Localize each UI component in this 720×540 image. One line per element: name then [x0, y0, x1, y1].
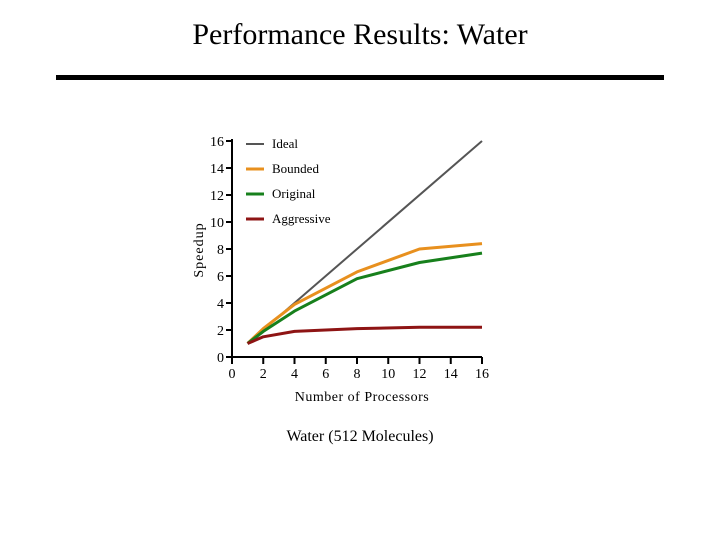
y-tick-label: 4 [217, 297, 224, 312]
y-tick-label: 14 [210, 162, 224, 177]
x-tick-label: 2 [260, 367, 267, 382]
y-tick-label: 0 [217, 351, 224, 366]
y-tick-label: 6 [217, 270, 224, 285]
legend-label: Aggressive [272, 211, 331, 226]
x-tick-label: 6 [322, 367, 329, 382]
x-tick-label: 0 [229, 367, 236, 382]
chart-series-lines [246, 140, 483, 345]
legend-label: Ideal [272, 136, 298, 151]
y-tick-label: 10 [210, 216, 224, 231]
x-tick-label: 12 [413, 367, 427, 382]
y-axis-label: Speedup [192, 222, 207, 277]
y-tick-label: 2 [217, 324, 224, 339]
chart-legend: Ideal Bounded Original Aggressive [246, 136, 331, 226]
legend-label: Original [272, 186, 316, 201]
y-tick-label: 16 [210, 135, 224, 150]
x-tick-label: 16 [475, 367, 489, 382]
chart-axes: 0 2 4 6 8 10 12 14 16 0 2 4 6 8 10 12 14 16 [210, 135, 489, 382]
x-tick-label: 8 [354, 367, 361, 382]
y-tick-label: 12 [210, 189, 224, 204]
title-divider [56, 75, 664, 80]
chart-caption: Water (512 Molecules) [286, 428, 434, 445]
x-axis-label: Number of Processors [295, 390, 429, 405]
series-line-bounded [246, 242, 483, 345]
series-line-aggressive [247, 325, 482, 345]
x-tick-label: 14 [444, 367, 458, 382]
slide-title: Performance Results: Water [192, 18, 528, 51]
series-line-original [246, 251, 483, 345]
legend-label: Bounded [272, 161, 319, 176]
y-tick-label: 8 [217, 243, 224, 258]
x-tick-label: 10 [381, 367, 395, 382]
x-tick-label: 4 [291, 367, 298, 382]
